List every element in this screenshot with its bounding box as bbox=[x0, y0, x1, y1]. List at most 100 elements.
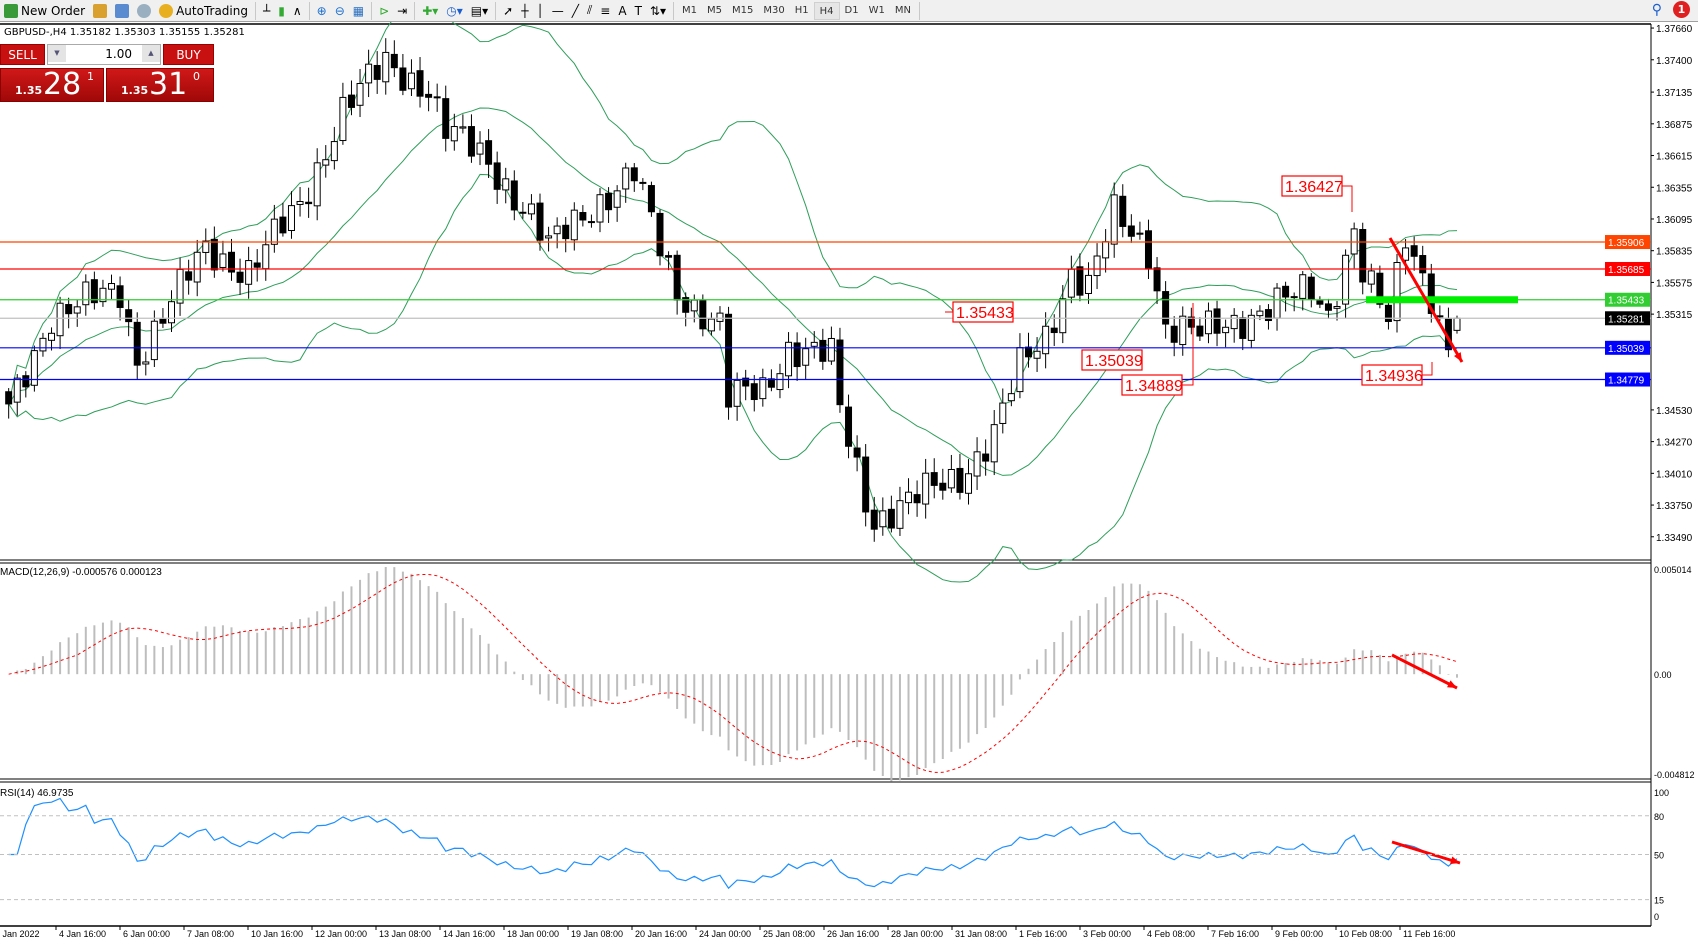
equidistant-channel-icon[interactable]: ⫽ bbox=[586, 3, 593, 17]
candle bbox=[656, 209, 664, 266]
candle-body bbox=[1376, 272, 1384, 305]
candle bbox=[845, 394, 853, 459]
timeframe-m30[interactable]: M30 bbox=[763, 4, 785, 16]
price-tag: 1.35906 bbox=[1608, 238, 1645, 249]
candle-body bbox=[605, 192, 613, 211]
sell-price-point: 1 bbox=[87, 70, 94, 83]
timeframe-m15[interactable]: M15 bbox=[732, 4, 754, 16]
bar-chart-icon[interactable]: ┴ bbox=[262, 3, 271, 18]
timeframe-h4[interactable]: H4 bbox=[813, 1, 840, 20]
candle-body bbox=[527, 203, 535, 215]
candle bbox=[313, 148, 321, 221]
candle bbox=[330, 126, 338, 170]
crosshair-icon[interactable]: ┼ bbox=[521, 3, 529, 18]
candle-body bbox=[1187, 316, 1195, 328]
metaeditor-icon[interactable] bbox=[93, 3, 108, 18]
candle bbox=[887, 495, 895, 533]
price-tick-label: 1.36095 bbox=[1656, 215, 1693, 226]
notification-badge[interactable]: 1 bbox=[1673, 1, 1690, 18]
autotrading-button[interactable]: AutoTrading bbox=[155, 1, 252, 21]
candle-body bbox=[1230, 314, 1238, 330]
candle-body bbox=[862, 456, 870, 513]
candlestick-icon[interactable]: ▮ bbox=[278, 3, 285, 18]
buy-button[interactable]: BUY bbox=[163, 44, 214, 65]
candle bbox=[1359, 222, 1367, 295]
candle bbox=[999, 388, 1007, 434]
price-annotation: 1.34889 bbox=[1121, 303, 1194, 396]
tile-windows-icon[interactable]: ▦ bbox=[352, 3, 365, 18]
vertical-line-icon[interactable]: │ bbox=[536, 3, 544, 18]
arrow-shaft bbox=[1391, 653, 1458, 690]
indicators-icon[interactable]: ✚▾ bbox=[422, 3, 439, 18]
new-order-label: New Order bbox=[21, 3, 86, 18]
fibonacci-icon[interactable]: ≡ bbox=[600, 3, 611, 18]
candle bbox=[519, 202, 527, 219]
sell-button[interactable]: SELL bbox=[0, 44, 45, 65]
timeframe-m1[interactable]: M1 bbox=[682, 4, 697, 16]
candle bbox=[270, 204, 278, 253]
timeframe-mn[interactable]: MN bbox=[894, 4, 911, 16]
autoscroll-icon[interactable]: ⊳ bbox=[379, 3, 390, 18]
candle-body bbox=[1127, 225, 1135, 237]
buy-price-point: 0 bbox=[193, 70, 200, 83]
candle bbox=[767, 369, 775, 392]
sell-price-button[interactable]: 1.35 28 1 bbox=[0, 67, 104, 102]
candle-body bbox=[707, 318, 715, 332]
candle-body bbox=[1119, 195, 1127, 227]
candle bbox=[1050, 314, 1058, 347]
volume-decrease-button[interactable]: ▼ bbox=[48, 45, 66, 62]
candle-body bbox=[1273, 287, 1281, 319]
candle-body bbox=[1453, 317, 1461, 331]
candle bbox=[407, 59, 415, 96]
time-tick-label: 4 Jan 16:00 bbox=[59, 929, 106, 939]
candle-body bbox=[1025, 346, 1032, 358]
chart-shift-icon[interactable]: ⇥ bbox=[397, 3, 408, 18]
horizontal-line-icon[interactable]: — bbox=[551, 3, 564, 18]
text-label-icon[interactable]: T bbox=[634, 3, 642, 18]
arrow-head bbox=[1450, 856, 1460, 865]
trendline-icon[interactable]: ╱ bbox=[571, 3, 579, 18]
new-order-button[interactable]: New Order bbox=[0, 1, 89, 21]
zoom-out-icon[interactable]: ⊖ bbox=[334, 3, 345, 18]
timeframe-h1[interactable]: H1 bbox=[794, 4, 809, 16]
timeframe-bar: M1 M5 M15 M30 H1 H4 D1 W1 MN bbox=[677, 1, 916, 20]
candle-body bbox=[947, 468, 955, 489]
candle bbox=[742, 369, 750, 401]
zoom-in-icon[interactable]: ⊕ bbox=[316, 3, 327, 18]
timeframe-w1[interactable]: W1 bbox=[868, 4, 885, 16]
arrows-icon[interactable]: ⇅▾ bbox=[649, 3, 666, 18]
price-tick-label: 1.35315 bbox=[1656, 310, 1693, 321]
volume-input[interactable]: 1.00 bbox=[47, 44, 161, 65]
cursor-icon[interactable]: ➚ bbox=[503, 3, 514, 18]
timeframe-d1[interactable]: D1 bbox=[844, 4, 859, 16]
candle bbox=[168, 290, 175, 333]
templates-icon[interactable]: ▤▾ bbox=[470, 3, 489, 18]
timeframe-m5[interactable]: M5 bbox=[707, 4, 722, 16]
time-tick-label: 3 Feb 00:00 bbox=[1083, 929, 1131, 939]
candle bbox=[965, 459, 973, 505]
candle bbox=[133, 312, 141, 380]
candle bbox=[1153, 257, 1161, 305]
buy-price-button[interactable]: 1.35 31 0 bbox=[106, 67, 214, 102]
candle bbox=[296, 187, 304, 217]
search-icon[interactable]: ⚲ bbox=[1651, 2, 1662, 18]
candle-body bbox=[270, 218, 278, 245]
candle bbox=[116, 276, 124, 321]
line-chart-icon[interactable]: ∧ bbox=[292, 3, 302, 18]
text-icon[interactable]: A bbox=[618, 3, 627, 18]
time-tick-label: 24 Jan 00:00 bbox=[699, 929, 751, 939]
price-tag-bg bbox=[1605, 292, 1650, 307]
arrow-shaft bbox=[1391, 840, 1461, 865]
candle-body bbox=[990, 424, 998, 463]
price-tag-bg bbox=[1605, 372, 1650, 387]
time-tick-label: 19 Jan 08:00 bbox=[571, 929, 623, 939]
chart-header: GBPUSD-,H4 1.35182 1.35303 1.35155 1.352… bbox=[4, 27, 245, 38]
periods-icon[interactable]: ◷▾ bbox=[446, 3, 463, 18]
volume-increase-button[interactable]: ▲ bbox=[142, 45, 160, 62]
candle bbox=[467, 114, 475, 163]
signals-icon[interactable] bbox=[137, 3, 152, 18]
market-watch-icon[interactable] bbox=[115, 3, 130, 18]
candle bbox=[802, 337, 810, 380]
candle bbox=[759, 368, 767, 407]
